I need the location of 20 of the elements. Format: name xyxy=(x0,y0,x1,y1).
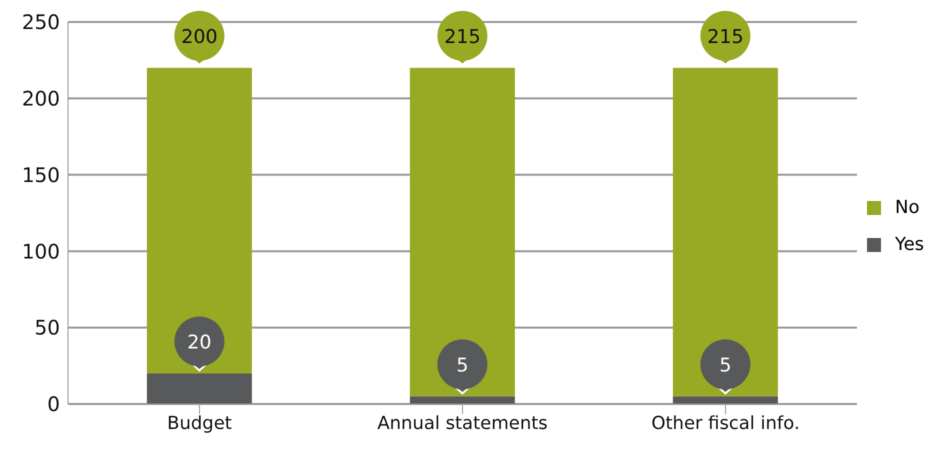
y-tick-label: 100 xyxy=(22,239,60,264)
legend-label: No xyxy=(895,197,920,218)
data-label: 215 xyxy=(707,26,744,48)
x-tick-label: Other fiscal info. xyxy=(651,412,800,434)
data-label: 200 xyxy=(181,26,218,48)
y-tick-label: 200 xyxy=(22,86,60,110)
legend-label: Yes xyxy=(895,234,924,255)
bar xyxy=(410,68,515,396)
y-tick-label: 0 xyxy=(47,392,60,416)
y-tick-label: 50 xyxy=(34,316,60,340)
y-tick-label: 250 xyxy=(22,10,60,34)
x-tick-label: Budget xyxy=(167,412,232,434)
data-label: 5 xyxy=(719,354,732,376)
bar xyxy=(672,68,778,396)
y-tick-label: 150 xyxy=(22,162,60,187)
data-label: 20 xyxy=(187,331,212,354)
bar xyxy=(146,68,252,374)
data-label: 5 xyxy=(456,354,468,376)
data-label: 215 xyxy=(444,26,481,48)
x-tick-label: Annual statements xyxy=(377,412,548,434)
